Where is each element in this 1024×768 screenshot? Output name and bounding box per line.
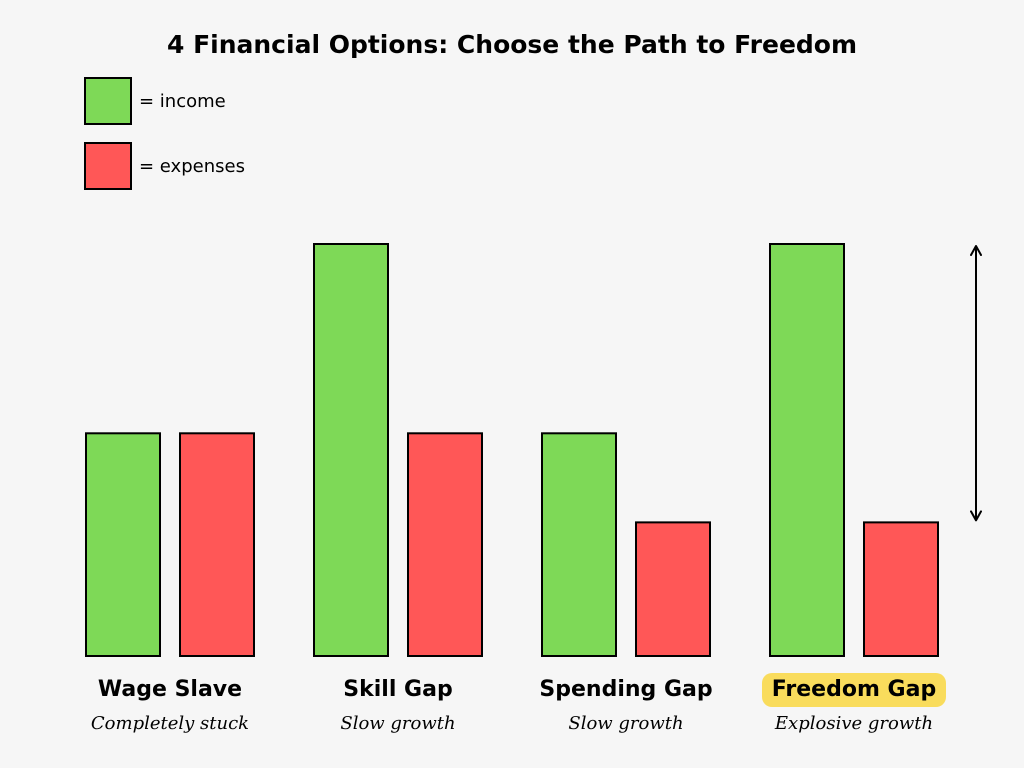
category-title-skill-gap: Skill Gap — [343, 677, 453, 702]
bar-wage-slave-income — [85, 432, 161, 657]
legend-swatch-expenses — [84, 142, 132, 190]
chart-title: 4 Financial Options: Choose the Path to … — [166, 30, 858, 59]
category-title-spending-gap: Spending Gap — [539, 677, 713, 702]
legend-label-expenses: = expenses — [139, 155, 245, 177]
bar-skill-gap-expenses — [407, 432, 483, 657]
category-subtitle-spending-gap: Slow growth — [568, 713, 684, 734]
group-label-spending-gap: Spending Gap Slow growth — [506, 673, 746, 734]
category-title-wage-slave: Wage Slave — [97, 677, 243, 702]
group-label-wage-slave: Wage Slave Completely stuck — [50, 673, 290, 734]
bar-freedom-gap-expenses — [863, 521, 939, 657]
category-subtitle-wage-slave: Completely stuck — [90, 713, 250, 734]
legend-income: = income — [84, 77, 226, 125]
category-subtitle-freedom-gap: Explosive growth — [774, 713, 934, 734]
bar-spending-gap-income — [541, 432, 617, 657]
category-title-freedom-gap: Freedom Gap — [761, 673, 947, 707]
bar-skill-gap-income — [313, 243, 389, 657]
legend-swatch-income — [84, 77, 132, 125]
group-label-skill-gap: Skill Gap Slow growth — [278, 673, 518, 734]
legend-label-income: = income — [139, 90, 226, 112]
group-label-freedom-gap: Freedom Gap Explosive growth — [734, 673, 974, 734]
bar-freedom-gap-income — [769, 243, 845, 657]
legend-expenses: = expenses — [84, 142, 245, 190]
category-subtitle-skill-gap: Slow growth — [340, 713, 456, 734]
bar-spending-gap-expenses — [635, 521, 711, 657]
bar-wage-slave-expenses — [179, 432, 255, 657]
